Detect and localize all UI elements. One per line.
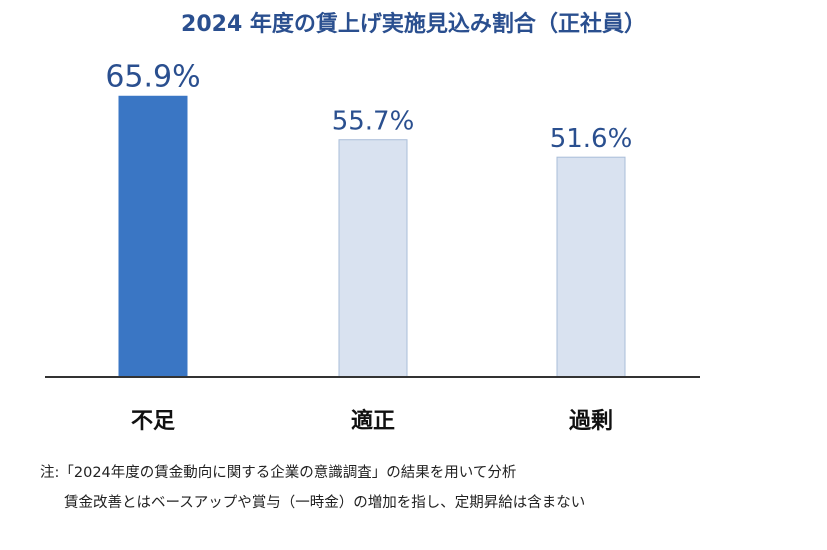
footnote-2: 賃金改善とはベースアップや賞与（一時金）の増加を指し、定期昇給は含まない [64,495,586,511]
value-label-2: 55.7% [332,107,415,137]
value-label-1: 65.9% [105,59,200,94]
bar-1 [118,95,188,378]
bar-3 [556,156,626,378]
bar-chart: 65.9% 不足 55.7% 適正 51.6% 過剰 [45,59,700,434]
value-label-3: 51.6% [550,124,633,154]
footnote-1: 注:「2024年度の賃金動向に関する企業の意識調査」の結果を用いて分析 [40,465,517,481]
chart-title: 2024 年度の賃上げ実施見込み割合（正社員） [181,12,646,37]
bar-2 [338,139,408,378]
category-label-3: 過剰 [569,408,613,434]
category-label-2: 適正 [351,408,395,434]
footnotes: 注:「2024年度の賃金動向に関する企業の意識調査」の結果を用いて分析 賃金改善… [40,458,820,518]
category-label-1: 不足 [131,409,175,434]
